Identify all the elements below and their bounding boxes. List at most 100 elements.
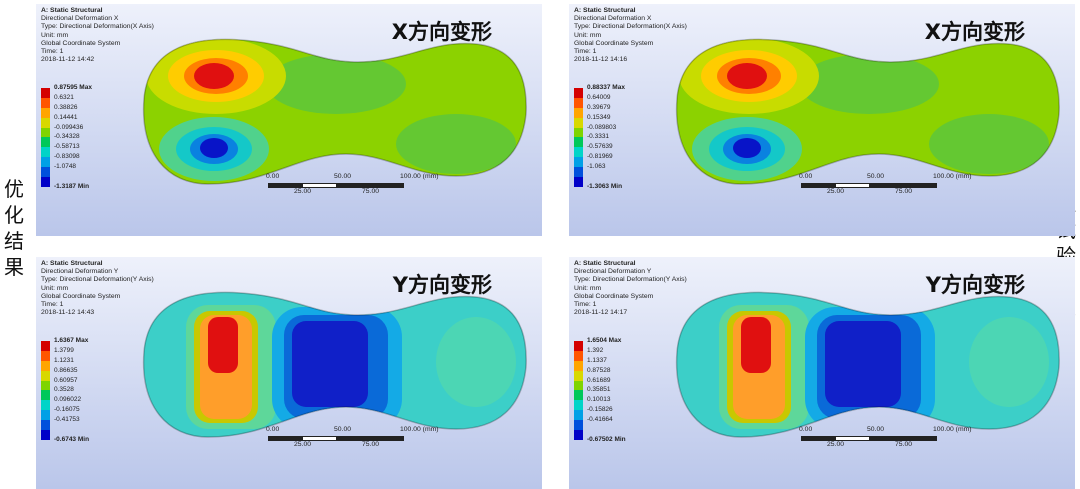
scale-tick-label: 75.00 xyxy=(895,441,913,448)
scale-segment xyxy=(835,436,871,441)
legend-value-label: 0.38826 xyxy=(54,103,78,111)
legend-swatch xyxy=(574,88,583,98)
analysis-info: A: Static Structural Directional Deformat… xyxy=(574,260,687,317)
legend-max-label: 1.6367 Max xyxy=(54,337,89,344)
legend-value-label: 0.35851 xyxy=(587,386,611,394)
legend-value-label: 0.15349 xyxy=(587,113,611,121)
info-line: Directional Deformation X xyxy=(41,15,119,23)
legend-swatch xyxy=(41,137,50,148)
panel-y-virtual: A: Static Structural Directional Deformat… xyxy=(569,257,1075,489)
insole-outline xyxy=(675,38,1060,185)
legend-max-label: 1.6504 Max xyxy=(587,337,622,344)
contour-min-spot xyxy=(200,138,228,158)
legend-swatch xyxy=(41,430,50,440)
legend-min-label: -1.3063 Min xyxy=(587,183,623,190)
scale-tick-label: 25.00 xyxy=(827,188,845,195)
contour-band xyxy=(266,54,406,114)
scale-bar: 0.00 50.00 100.00 (mm) 25.00 75.00 xyxy=(799,173,1021,204)
scale-segment xyxy=(268,183,304,188)
legend-swatch xyxy=(41,147,50,158)
scale-tick-label: 100.00 (mm) xyxy=(400,426,439,433)
legend-swatch xyxy=(574,167,583,178)
scale-segment xyxy=(336,436,404,441)
legend-swatch xyxy=(574,350,583,361)
insole-contour-plot xyxy=(675,291,1060,438)
legend-value-label: 0.60957 xyxy=(54,376,78,384)
legend-value-label: 0.3528 xyxy=(54,386,74,394)
legend-swatch xyxy=(41,167,50,178)
insole-contour-plot xyxy=(142,38,527,185)
insole-contour-plot xyxy=(675,38,1060,185)
contour-band xyxy=(969,317,1049,407)
legend-swatch xyxy=(574,97,583,108)
deformation-heading: Y方向变形 xyxy=(925,273,1025,297)
legend-value-label: -0.099436 xyxy=(54,123,84,131)
scale-tick-label: 100.00 (mm) xyxy=(400,173,439,180)
legend-swatch xyxy=(574,137,583,148)
scale-segment xyxy=(835,183,871,188)
scale-tick-label: 25.00 xyxy=(294,188,312,195)
legend-swatch xyxy=(41,410,50,421)
legend-swatch xyxy=(574,107,583,118)
contour-max-spot xyxy=(208,317,238,373)
legend-value-label: -0.3331 xyxy=(587,133,610,141)
legend-value-label: 0.10013 xyxy=(587,396,611,404)
legend-value-label: -0.34328 xyxy=(54,133,80,141)
contour-max-spot xyxy=(194,63,234,89)
legend-value-label: 1.392 xyxy=(587,346,604,354)
legend-value-label: -0.83098 xyxy=(54,153,80,161)
legend-swatch xyxy=(574,420,583,431)
scale-tick-label: 75.00 xyxy=(362,441,380,448)
legend-swatch xyxy=(41,380,50,391)
legend-swatch xyxy=(574,380,583,391)
scale-tick-label: 100.00 (mm) xyxy=(933,173,972,180)
legend-swatch xyxy=(574,341,583,351)
info-line: Unit: mm xyxy=(574,31,602,39)
legend-swatch xyxy=(574,430,583,440)
legend-value-label: 0.14441 xyxy=(54,113,78,121)
legend-swatch xyxy=(41,360,50,371)
contour-band xyxy=(929,114,1049,174)
info-line: A: Static Structural xyxy=(41,260,103,267)
legend-value-label: 0.096022 xyxy=(54,396,82,404)
legend-value-label: -0.57639 xyxy=(587,143,613,151)
info-line: Type: Directional Deformation(Y Axis) xyxy=(574,276,687,284)
scale-segment xyxy=(268,436,304,441)
legend-swatch xyxy=(574,360,583,371)
legend-swatch xyxy=(574,127,583,138)
legend-swatch xyxy=(41,157,50,168)
info-line: Time: 1 xyxy=(41,301,64,309)
scale-tick-label: 75.00 xyxy=(895,188,913,195)
scale-segment xyxy=(801,436,837,441)
info-line: Type: Directional Deformation(X Axis) xyxy=(41,23,154,31)
info-line: Directional Deformation X xyxy=(574,15,652,23)
legend-value-label: -1.0748 xyxy=(54,163,77,171)
legend-swatch xyxy=(41,177,50,187)
scale-segment xyxy=(302,183,338,188)
legend-swatch xyxy=(41,350,50,361)
info-line: Global Coordinate System xyxy=(574,292,654,300)
panel-x-virtual: A: Static Structural Directional Deformat… xyxy=(569,4,1075,236)
legend-value-label: 1.3799 xyxy=(54,346,74,354)
info-line: Time: 1 xyxy=(41,48,64,56)
info-line: Unit: mm xyxy=(574,284,602,292)
scale-segment xyxy=(869,183,937,188)
info-line: Unit: mm xyxy=(41,284,69,292)
scale-tick-label: 50.00 xyxy=(334,173,352,180)
scale-tick-label: 0.00 xyxy=(266,173,280,180)
legend-swatch xyxy=(574,177,583,187)
info-line: Global Coordinate System xyxy=(574,39,654,47)
legend-value-label: -0.089803 xyxy=(587,123,617,131)
contour-band xyxy=(799,54,939,114)
scale-tick-label: 50.00 xyxy=(334,426,352,433)
scale-bar: 0.00 50.00 100.00 (mm) 25.00 75.00 xyxy=(266,426,488,457)
legend-swatch xyxy=(574,400,583,411)
info-line: Global Coordinate System xyxy=(41,39,121,47)
insole-outline xyxy=(142,291,527,438)
analysis-info: A: Static Structural Directional Deformat… xyxy=(574,7,687,64)
legend-min-label: -1.3187 Min xyxy=(54,183,90,190)
scale-segment xyxy=(302,436,338,441)
legend-swatch xyxy=(574,370,583,381)
info-line: Global Coordinate System xyxy=(41,292,121,300)
scale-tick-label: 0.00 xyxy=(266,426,280,433)
